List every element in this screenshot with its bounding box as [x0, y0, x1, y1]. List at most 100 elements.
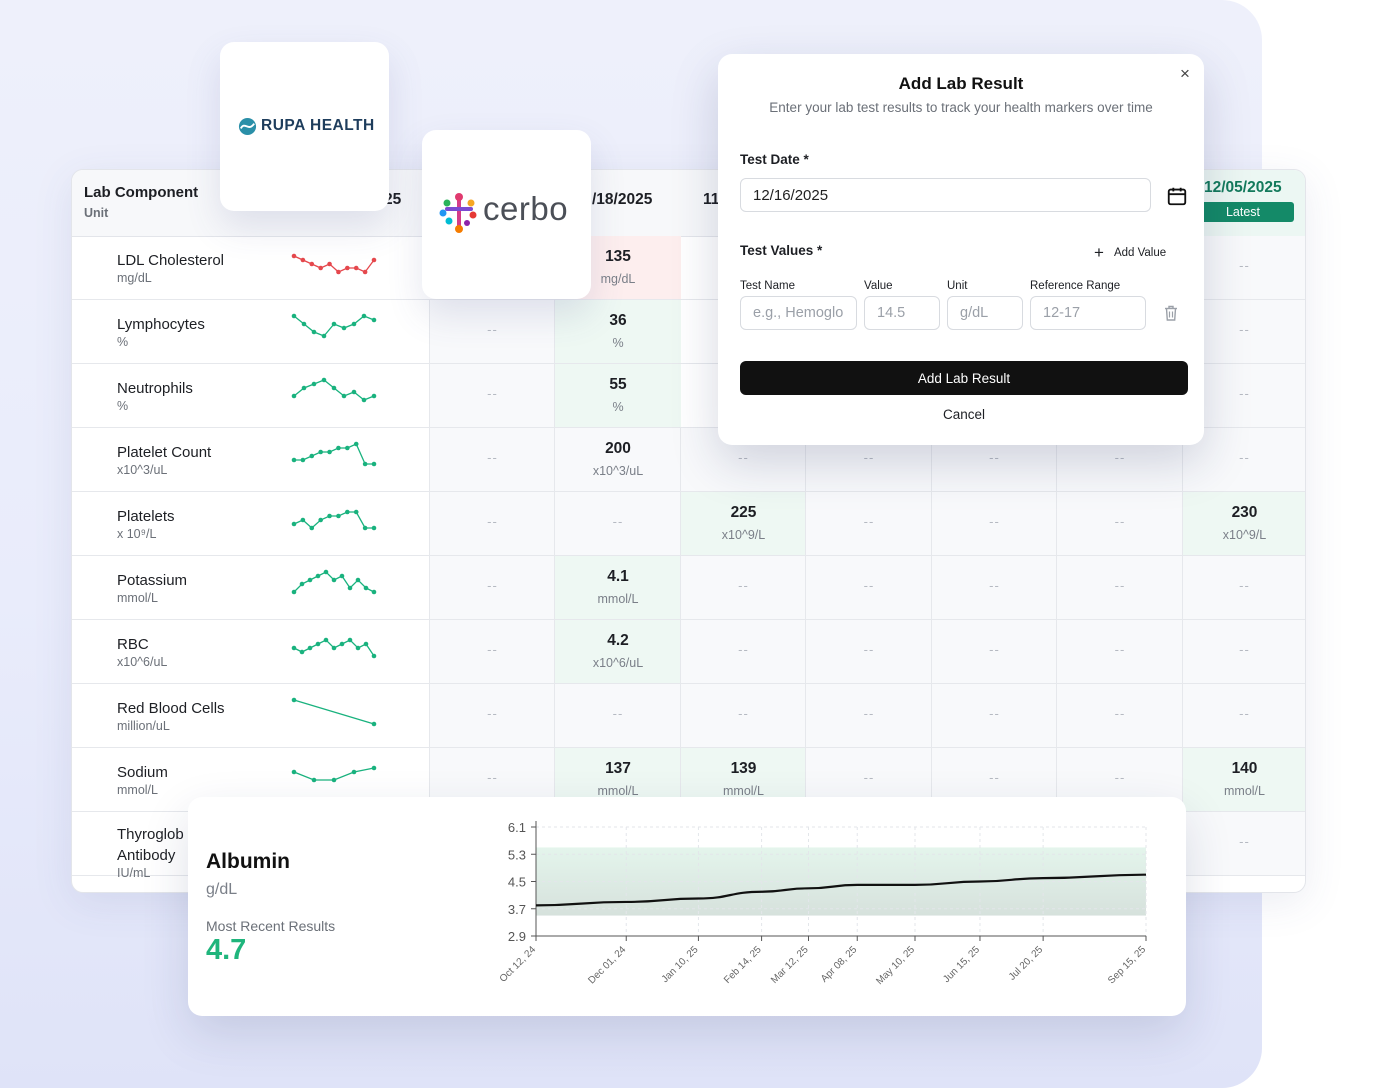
- result-cell[interactable]: --: [429, 428, 555, 491]
- x-tick-label: Oct 12, 24: [498, 944, 539, 985]
- sparkline-point: [327, 449, 332, 455]
- trend-sparkline: [291, 637, 377, 659]
- result-cell[interactable]: --: [931, 620, 1057, 683]
- table-row[interactable]: Lymphocytes% -- 36% --: [72, 300, 1305, 364]
- result-cell[interactable]: --: [680, 556, 806, 619]
- empty-value: --: [612, 514, 624, 529]
- result-unit: x10^9/L: [721, 528, 766, 542]
- result-cell[interactable]: 55%: [554, 364, 681, 427]
- result-cell[interactable]: 230 x10^9/L: [1182, 492, 1305, 555]
- add-value-button[interactable]: + Add Value: [1094, 243, 1166, 263]
- result-cell[interactable]: --: [1182, 556, 1305, 619]
- sparkline-point: [371, 461, 377, 467]
- empty-value: --: [989, 578, 1000, 593]
- sparkline-point: [347, 585, 353, 591]
- result-cell[interactable]: --: [1182, 684, 1305, 747]
- sparkline-point: [353, 265, 359, 271]
- result-cell[interactable]: --: [429, 620, 555, 683]
- result-cell[interactable]: --: [805, 556, 932, 619]
- unit-input[interactable]: [947, 296, 1023, 330]
- result-cell[interactable]: --: [805, 684, 932, 747]
- result-cell[interactable]: --: [1056, 556, 1183, 619]
- date-column-header[interactable]: /18/2025: [592, 191, 653, 208]
- sparkline-point: [336, 269, 341, 275]
- table-row[interactable]: Neutrophils% -- 55% --: [72, 364, 1305, 428]
- sparkline-point: [321, 333, 327, 339]
- lab-component-unit: %: [117, 335, 129, 349]
- result-cell[interactable]: --: [429, 300, 555, 363]
- sparkline-point: [353, 509, 359, 515]
- result-cell[interactable]: --: [680, 620, 806, 683]
- result-cell[interactable]: --: [554, 492, 681, 555]
- result-cell[interactable]: --: [1056, 492, 1183, 555]
- result-cell[interactable]: --: [1182, 428, 1305, 491]
- sparkline-point: [331, 777, 337, 783]
- result-value: 139: [730, 760, 757, 777]
- add-lab-result-button[interactable]: Add Lab Result: [740, 361, 1188, 395]
- result-cell[interactable]: --: [931, 684, 1057, 747]
- empty-value: --: [1239, 578, 1250, 593]
- result-cell[interactable]: 4.2 x10^6/uL: [554, 620, 681, 683]
- lab-component-unit: %: [117, 399, 129, 413]
- table-row[interactable]: RBC x10^6/uL -- 4.2 x10^6/uL -- -- -- -- --: [72, 620, 1305, 684]
- lab-component-unit: mmol/L: [117, 591, 158, 605]
- result-cell[interactable]: --: [1182, 812, 1305, 875]
- value-input[interactable]: [864, 296, 940, 330]
- result-unit: mmol/L: [1224, 784, 1265, 798]
- result-cell[interactable]: --: [931, 556, 1057, 619]
- empty-value: --: [863, 578, 875, 593]
- sparkline-point: [371, 589, 377, 595]
- sparkline-point: [347, 637, 353, 643]
- table-row[interactable]: Potassium mmol/L -- 4.1 mmol/L -- -- -- -- --: [72, 556, 1305, 620]
- table-row[interactable]: Platelets x 10⁹/L -- -- 225 x10^9/L -- -- -- 230 x…: [72, 492, 1305, 556]
- lab-component-unit: mmol/L: [117, 783, 158, 797]
- result-cell[interactable]: --: [805, 620, 932, 683]
- result-cell[interactable]: --: [429, 492, 555, 555]
- x-tick-label: Apr 08, 25: [819, 944, 860, 985]
- table-row[interactable]: Platelet Count x10^3/uL -- 200 x10^3/uL -- -- -…: [72, 428, 1305, 492]
- result-cell[interactable]: --: [554, 684, 681, 747]
- close-icon[interactable]: ×: [1180, 64, 1190, 83]
- test-name-label: Test Name: [740, 280, 795, 292]
- result-cell[interactable]: 4.1 mmol/L: [554, 556, 681, 619]
- result-cell[interactable]: 225 x10^9/L: [680, 492, 806, 555]
- trend-sparkline: [291, 441, 377, 467]
- result-cell[interactable]: --: [1182, 620, 1305, 683]
- test-date-input[interactable]: [740, 178, 1151, 212]
- empty-value: --: [1239, 322, 1250, 337]
- test-name-input[interactable]: [740, 296, 857, 330]
- sparkline-point: [355, 577, 361, 583]
- result-cell[interactable]: 200 x10^3/uL: [554, 428, 681, 491]
- result-cell[interactable]: --: [1056, 620, 1183, 683]
- table-row[interactable]: Red Blood Cells million/uL -- -- -- -- -- -- --: [72, 684, 1305, 748]
- result-value: 137: [605, 760, 631, 777]
- result-cell[interactable]: 36%: [554, 300, 681, 363]
- sparkline-point: [361, 397, 367, 403]
- x-tick-label: Sep 15, 25: [1106, 944, 1148, 986]
- result-cell[interactable]: --: [1056, 684, 1183, 747]
- result-cell[interactable]: --: [429, 684, 555, 747]
- sparkline-point: [371, 653, 377, 659]
- latest-badge: Latest: [1192, 202, 1294, 222]
- most-recent-value: 4.7: [206, 934, 247, 966]
- trash-icon[interactable]: [1164, 305, 1178, 321]
- latest-date-header[interactable]: 12/05/2025: [1204, 179, 1282, 196]
- cancel-button[interactable]: Cancel: [898, 404, 1030, 424]
- result-cell[interactable]: 140 mmol/L: [1182, 748, 1305, 811]
- calendar-icon[interactable]: [1166, 185, 1188, 207]
- reference-range-input[interactable]: [1030, 296, 1146, 330]
- sparkline-point: [309, 525, 315, 531]
- sparkline-point: [331, 385, 337, 391]
- empty-value: --: [989, 514, 1000, 529]
- sparkline-point: [311, 777, 317, 783]
- result-unit: mg/dL: [600, 272, 636, 286]
- result-cell[interactable]: --: [429, 556, 555, 619]
- sparkline-point: [339, 641, 345, 647]
- result-cell[interactable]: --: [931, 492, 1057, 555]
- empty-value: --: [863, 642, 875, 657]
- result-cell[interactable]: --: [429, 364, 555, 427]
- sparkline-point: [291, 253, 297, 259]
- result-cell[interactable]: --: [680, 684, 806, 747]
- dialog-title: Add Lab Result: [898, 74, 1024, 93]
- result-cell[interactable]: --: [805, 492, 932, 555]
